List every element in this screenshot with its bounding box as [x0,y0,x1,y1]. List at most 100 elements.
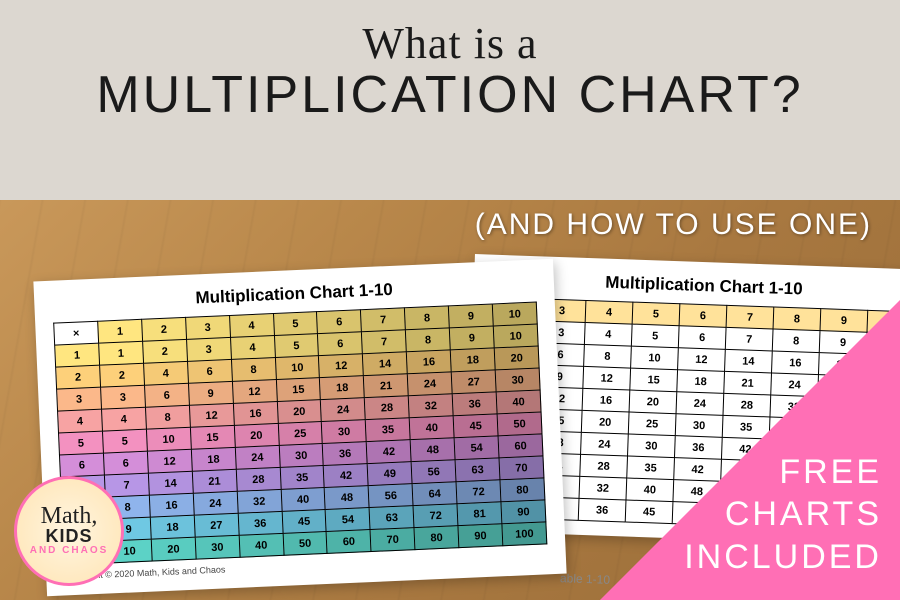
product-cell: 28 [236,467,281,491]
product-cell: 4 [143,361,188,385]
product-cell: 7 [362,330,407,354]
product-cell: 10 [493,324,538,348]
product-cell: 21 [364,374,409,398]
product-cell: 40 [281,487,326,511]
logo-line-3: AND CHAOS [30,545,109,556]
product-cell: 60 [498,434,543,458]
product-cell: 100 [502,522,547,546]
row-header: 3 [57,387,102,411]
product-cell: 8 [406,328,451,352]
product-cell: 24 [408,372,453,396]
product-cell: 24 [321,398,366,422]
product-cell: 7 [104,473,149,497]
row-header: 6 [59,453,104,477]
header-band: What is a MULTIPLICATION CHART? [0,0,900,200]
product-cell: 90 [458,524,503,548]
product-cell: 18 [320,376,365,400]
product-cell: 48 [410,438,455,462]
product-cell: 20 [494,346,539,370]
product-cell: 64 [412,482,457,506]
product-cell: 21 [192,469,237,493]
product-cell: 8 [231,358,276,382]
product-cell: 6 [318,332,363,356]
cell-corner: × [54,321,99,345]
product-cell: 24 [193,491,238,515]
col-header: 10 [492,302,537,326]
product-cell: 72 [456,480,501,504]
product-cell: 36 [323,442,368,466]
product-cell: 80 [500,478,545,502]
col-header: 6 [317,310,362,334]
multiplication-table-color: ×123456789101123456789102246810121416182… [53,302,547,566]
product-cell: 36 [452,392,497,416]
product-cell: 45 [453,414,498,438]
product-cell: 35 [366,418,411,442]
product-cell: 54 [454,436,499,460]
product-cell: 20 [151,537,196,561]
row-header: 4 [58,409,103,433]
col-header: 5 [273,312,318,336]
row-header: 2 [56,365,101,389]
product-cell: 24 [235,445,280,469]
product-cell: 15 [190,425,235,449]
product-cell: 6 [103,451,148,475]
product-cell: 18 [150,515,195,539]
product-cell: 80 [414,526,459,550]
row-header: 5 [59,431,104,455]
product-cell: 12 [147,449,192,473]
main-title: MULTIPLICATION CHART? [0,65,900,125]
col-header: 8 [405,306,450,330]
product-cell: 48 [325,486,370,510]
product-cell: 6 [187,359,232,383]
product-cell: 12 [319,354,364,378]
product-cell: 45 [282,509,327,533]
product-cell: 50 [497,412,542,436]
product-cell: 18 [191,447,236,471]
product-cell: 63 [369,506,414,530]
product-cell: 5 [102,429,147,453]
product-cell: 15 [276,378,321,402]
row-header: 1 [55,343,100,367]
logo-line-1: Math, [41,506,98,528]
product-cell: 16 [407,350,452,374]
col-header: 2 [141,317,186,341]
col-header: 1 [98,319,143,343]
product-cell: 2 [142,339,187,363]
product-cell: 90 [501,500,546,524]
product-cell: 30 [279,444,324,468]
product-cell: 27 [451,370,496,394]
product-cell: 20 [277,400,322,424]
product-cell: 20 [234,423,279,447]
product-cell: 1 [99,341,144,365]
product-cell: 32 [237,489,282,513]
product-cell: 50 [283,531,328,555]
col-header: 3 [185,315,230,339]
product-cell: 10 [275,356,320,380]
product-cell: 32 [408,394,453,418]
badge-text: FREE CHARTS INCLUDED [684,451,882,579]
badge-line-2: CHARTS [684,493,882,536]
product-cell: 35 [280,466,325,490]
product-cell: 54 [326,508,371,532]
product-cell: 40 [496,390,541,414]
product-cell: 12 [232,380,277,404]
product-cell: 56 [368,484,413,508]
product-cell: 12 [189,403,234,427]
product-cell: 8 [145,405,190,429]
product-cell: 30 [322,420,367,444]
product-cell: 60 [326,530,371,554]
product-cell: 70 [499,456,544,480]
col-header: 4 [229,314,274,338]
product-cell: 16 [149,493,194,517]
product-cell: 3 [100,385,145,409]
badge-line-1: FREE [684,451,882,494]
product-cell: 81 [457,502,502,526]
product-cell: 9 [449,326,494,350]
product-cell: 14 [363,352,408,376]
script-title: What is a [0,18,900,69]
product-cell: 70 [370,528,415,552]
product-cell: 9 [188,381,233,405]
product-cell: 40 [409,416,454,440]
logo-line-2: KIDS [45,527,92,545]
product-cell: 16 [233,401,278,425]
